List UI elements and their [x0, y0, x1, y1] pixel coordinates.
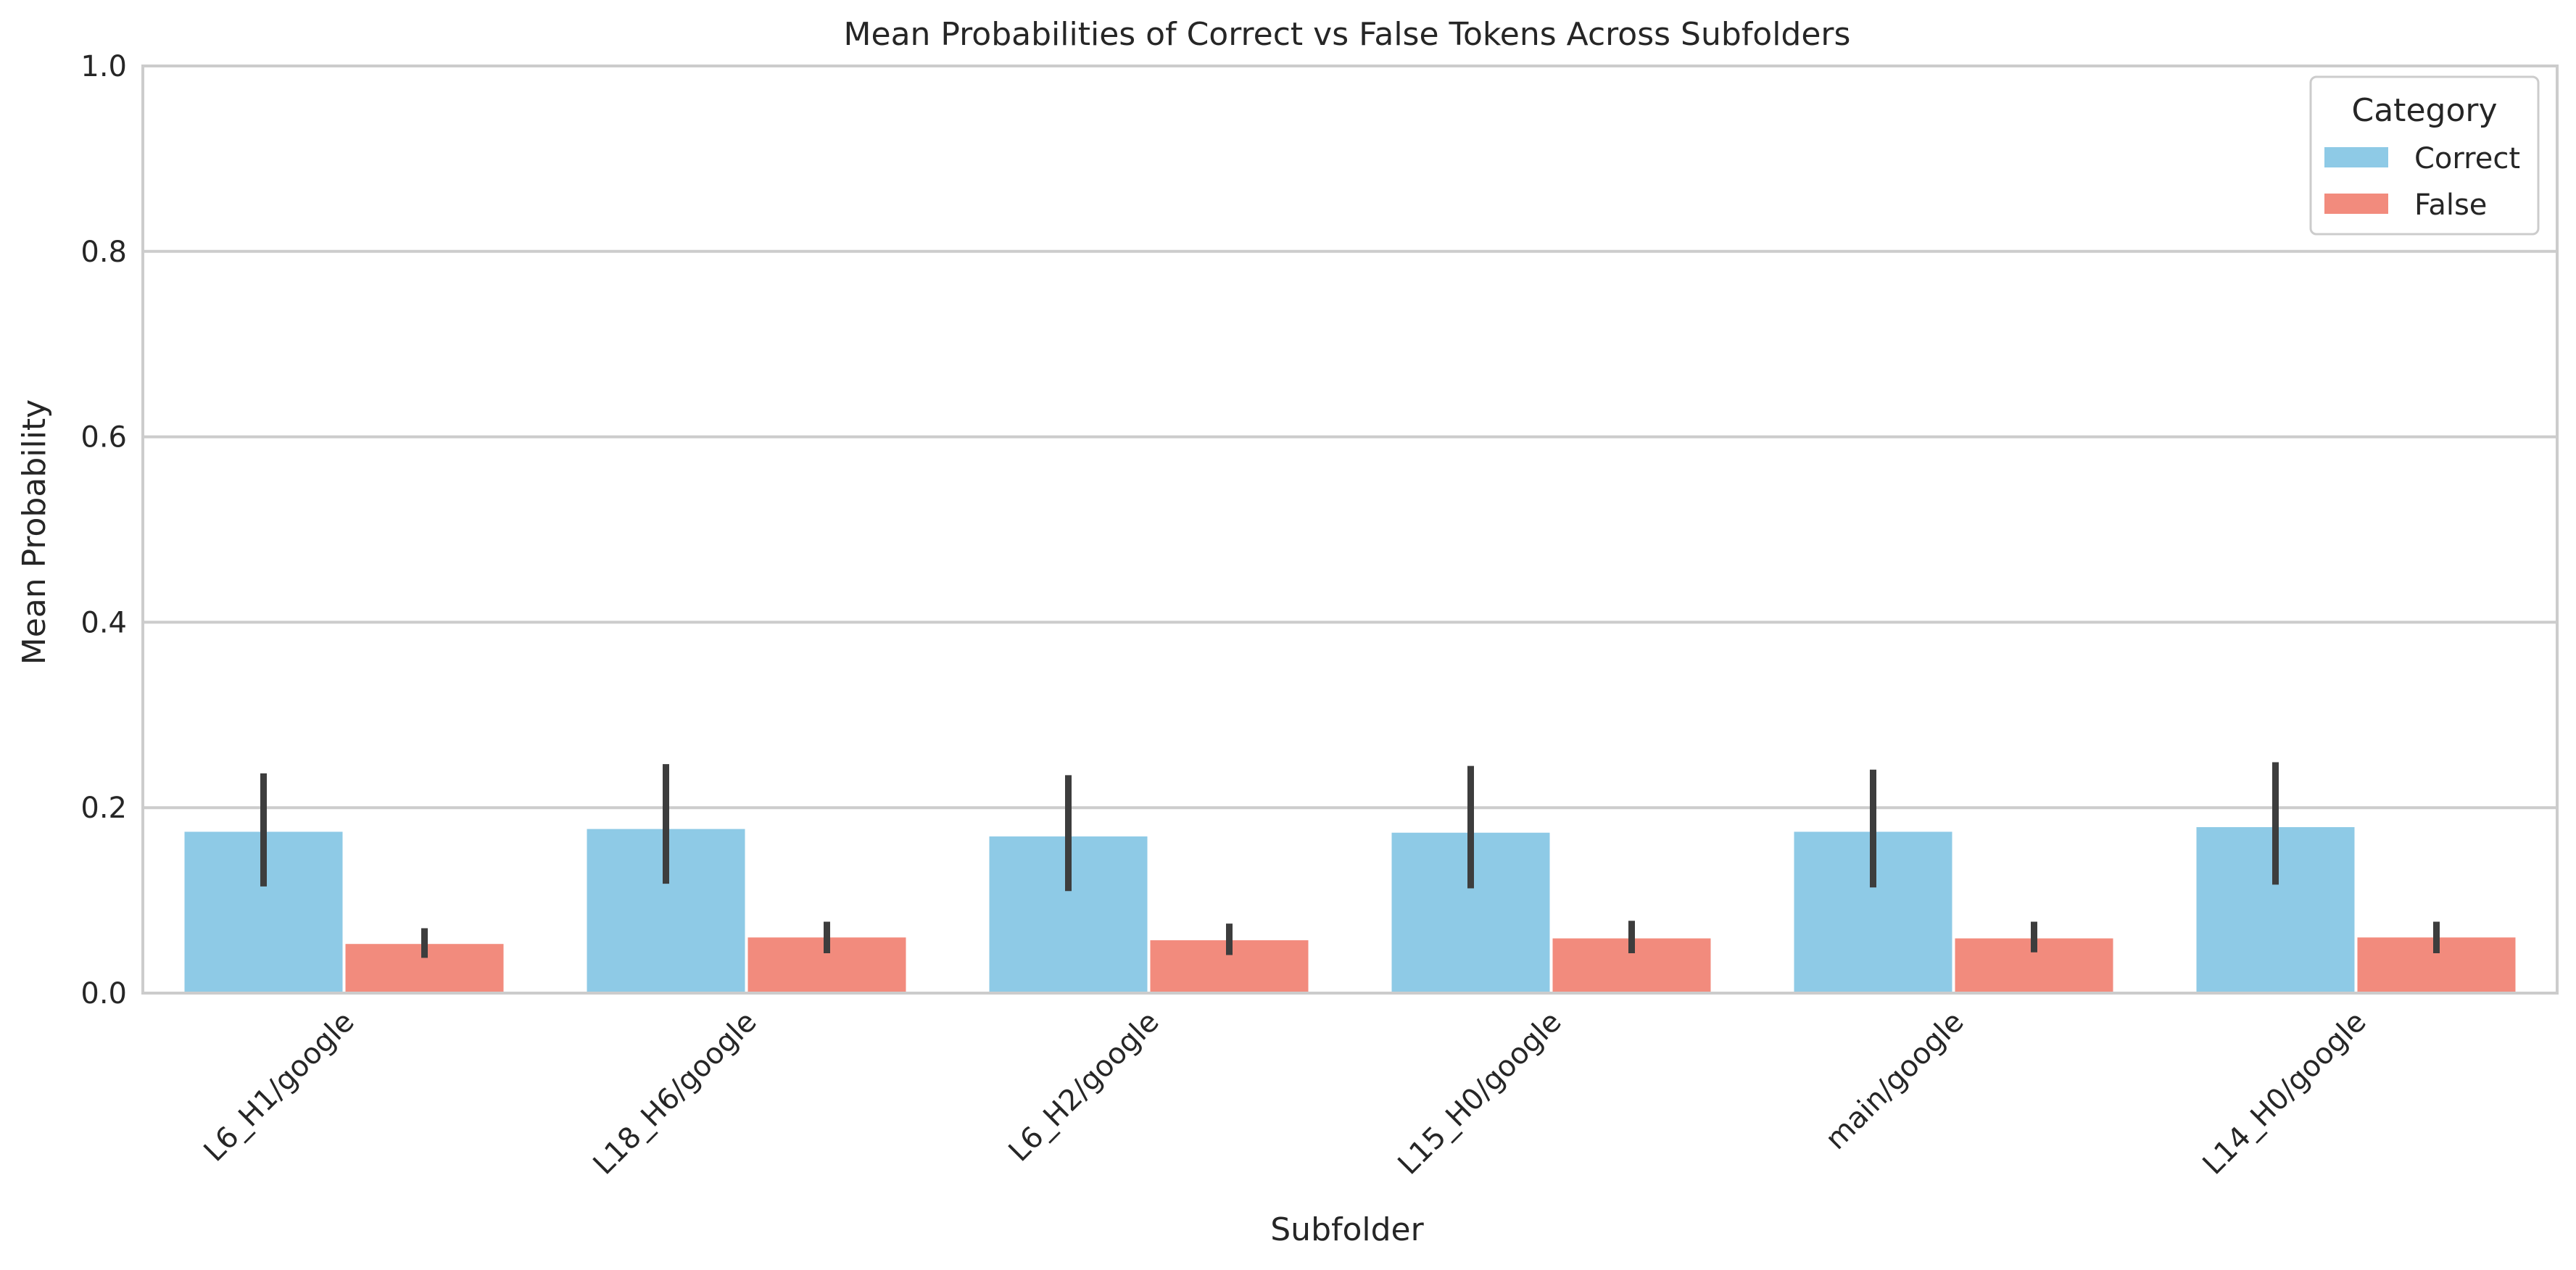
x-tick-label: L18_H6/google	[587, 1005, 763, 1182]
x-tick-label: L6_H1/google	[198, 1005, 361, 1169]
legend-swatch-false	[2324, 194, 2388, 214]
x-axis-label: Subfolder	[1270, 1211, 1424, 1248]
y-axis-label: Mean Probability	[16, 399, 53, 665]
y-tick-label: 0.8	[80, 236, 127, 269]
x-tick-label: L15_H0/google	[1392, 1005, 1568, 1182]
y-tick-label: 0.0	[80, 977, 127, 1010]
legend-title: Category	[2352, 92, 2498, 129]
plot-frame	[141, 65, 2559, 995]
error-bars	[260, 762, 2440, 958]
x-tick-labels: L6_H1/google L18_H6/google L6_H2/google L15…	[198, 1005, 2373, 1182]
y-tick-label: 0.2	[80, 792, 127, 825]
x-tick-label: main/google	[1819, 1005, 1971, 1157]
x-tick-label: L6_H2/google	[1003, 1005, 1166, 1169]
chart-title: Mean Probabilities of Correct vs False T…	[844, 16, 1851, 53]
y-tick-label: 1.0	[80, 50, 127, 83]
y-tick-label: 0.6	[80, 421, 127, 455]
legend: Category Correct False	[2309, 75, 2540, 236]
bars	[184, 827, 2516, 993]
y-tick-labels: 0.0 0.2 0.4 0.6 0.8 1.0	[80, 50, 127, 1010]
legend-swatch-correct	[2324, 147, 2388, 167]
grid-lines	[143, 65, 2557, 995]
legend-label-correct: Correct	[2414, 142, 2520, 175]
x-tick-label: L14_H0/google	[2197, 1005, 2373, 1182]
legend-label-false: False	[2414, 188, 2487, 222]
y-tick-label: 0.4	[80, 606, 127, 639]
